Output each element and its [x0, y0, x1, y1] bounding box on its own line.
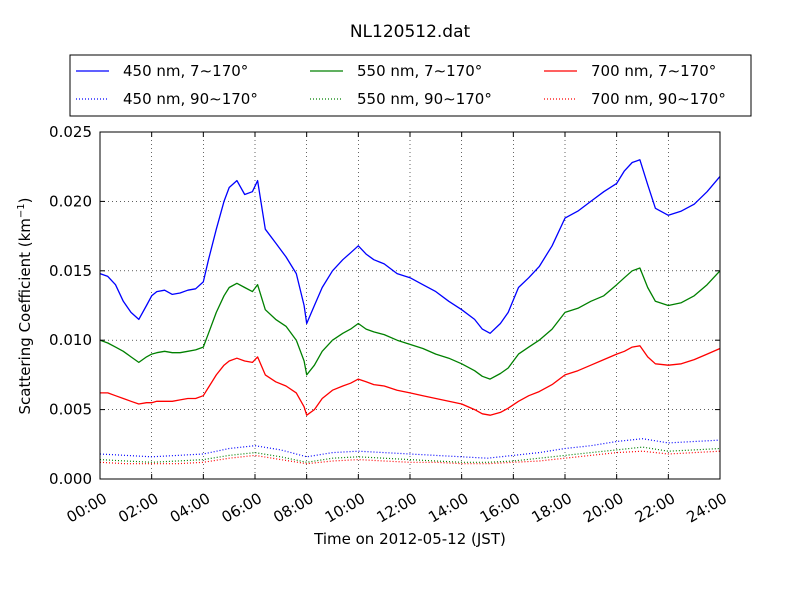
y-axis-label-close: )	[16, 197, 34, 203]
plot-area	[100, 132, 720, 479]
legend-frame	[69, 54, 752, 117]
series-line-1	[99, 267, 721, 380]
chart-title: NL120512.dat	[350, 22, 471, 42]
series-line-4	[99, 446, 721, 463]
series-line-0	[99, 159, 721, 334]
legend-label-5: 700 nm, 90∼170°	[591, 90, 726, 108]
y-tick-label: 0.020	[49, 192, 92, 210]
x-axis-label: Time on 2012-05-12 (JST)	[313, 530, 506, 548]
series-line-2	[100, 345, 721, 416]
legend-label-2: 700 nm, 7∼170°	[591, 62, 716, 80]
grid	[100, 132, 720, 479]
y-tick-label: 0.000	[49, 470, 92, 488]
series-line-3	[99, 438, 721, 459]
y-axis-label-sup: −1	[16, 203, 27, 218]
legend-label-0: 450 nm, 7∼170°	[123, 62, 248, 80]
series-layer	[99, 159, 721, 465]
legend: 450 nm, 7∼170° 550 nm, 7∼170° 700 nm, 7∼17…	[69, 54, 752, 117]
legend-label-4: 550 nm, 90∼170°	[357, 90, 492, 108]
y-axis-label-main: Scattering Coefficient (km	[16, 218, 34, 414]
legend-label-1: 550 nm, 7∼170°	[357, 62, 482, 80]
plot-frame	[99, 131, 721, 480]
y-tick-label: 0.025	[49, 123, 92, 141]
legend-label-3: 450 nm, 90∼170°	[123, 90, 258, 108]
y-tick-label: 0.015	[49, 262, 92, 280]
y-tick-label: 0.010	[49, 331, 92, 349]
y-tick-label: 0.005	[49, 401, 92, 419]
y-axis-label: Scattering Coefficient (km−1)	[16, 197, 34, 414]
